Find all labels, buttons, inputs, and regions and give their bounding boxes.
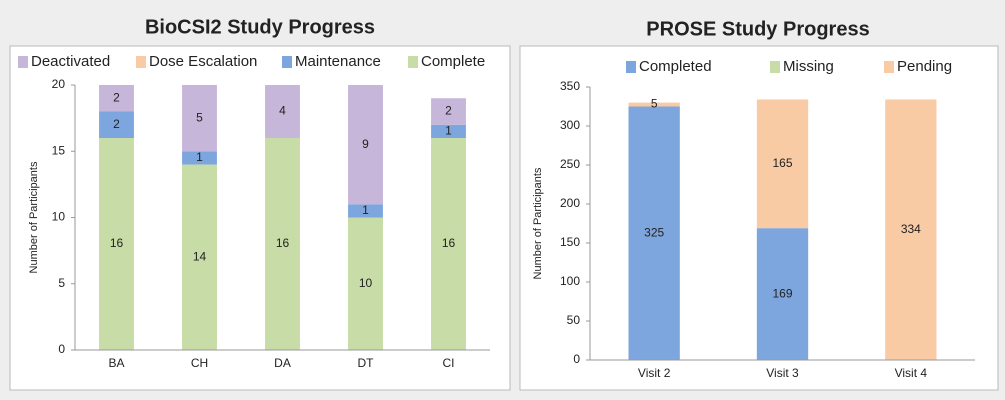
data-label: 169 (772, 286, 792, 300)
data-label: 325 (644, 225, 664, 239)
y-tick-label: 0 (58, 342, 65, 356)
y-tick-label: 300 (560, 118, 580, 132)
data-label: 1 (362, 203, 369, 217)
data-label: 5 (196, 110, 203, 124)
y-axis-label: Number of Participants (28, 161, 40, 273)
bar-segment (348, 204, 383, 218)
legend-label: Completed (639, 58, 712, 75)
chart-title: BioCSI2 Study Progress (145, 16, 375, 38)
data-label: 2 (113, 90, 120, 104)
x-tick-label: CI (443, 356, 455, 370)
bar-segment (99, 85, 134, 112)
bar-segment (182, 85, 217, 152)
y-tick-label: 200 (560, 196, 580, 210)
y-axis-label: Number of Participants (532, 167, 544, 279)
y-tick-label: 100 (560, 274, 580, 288)
bar-segment (182, 164, 217, 350)
bar-segment (348, 217, 383, 350)
bar-segment (431, 138, 466, 350)
legend-label: Missing (783, 58, 834, 75)
data-label: 9 (362, 137, 369, 151)
y-tick-label: 20 (52, 77, 66, 91)
data-label: 16 (110, 236, 124, 250)
bar-segment (628, 106, 680, 360)
bar-segment (628, 102, 680, 107)
bar-segment (265, 85, 300, 138)
data-label: 5 (651, 97, 658, 111)
x-tick-label: Visit 2 (638, 366, 671, 380)
bar-segment (756, 228, 809, 360)
data-label: 4 (279, 104, 286, 118)
y-tick-label: 150 (560, 235, 580, 249)
bar-segment (99, 138, 134, 350)
bar-segment (756, 99, 809, 229)
y-tick-label: 15 (52, 143, 66, 157)
y-tick-label: 0 (573, 352, 580, 366)
panel (9, 45, 511, 391)
bar-segment (348, 85, 383, 205)
legend-swatch (770, 61, 780, 73)
bar-segment (431, 98, 466, 125)
legend-swatch (626, 61, 636, 73)
data-label: 14 (193, 249, 207, 263)
x-tick-label: DA (274, 356, 291, 370)
data-label: 1 (196, 150, 203, 164)
bar-segment (885, 99, 937, 360)
bar-segment (99, 111, 134, 138)
legend-swatch (18, 56, 28, 68)
bar-segment (265, 138, 300, 350)
y-tick-label: 250 (560, 157, 580, 171)
chart-title: PROSE Study Progress (646, 18, 869, 40)
x-tick-label: CH (191, 356, 208, 370)
legend-swatch (408, 56, 418, 68)
data-label: 165 (772, 156, 792, 170)
legend-label: Complete (421, 53, 485, 70)
x-tick-label: BA (108, 356, 124, 370)
x-tick-label: Visit 4 (895, 366, 928, 380)
data-label: 16 (442, 236, 456, 250)
data-label: 16 (276, 236, 290, 250)
legend-swatch (282, 56, 292, 68)
data-label: 1 (445, 124, 452, 138)
legend-label: Pending (897, 58, 952, 75)
legend-label: Dose Escalation (149, 53, 257, 70)
data-label: 2 (445, 104, 452, 118)
legend-label: Maintenance (295, 53, 381, 70)
y-tick-label: 5 (58, 276, 65, 290)
x-tick-label: Visit 3 (766, 366, 799, 380)
bar-segment (182, 151, 217, 165)
y-tick-label: 350 (560, 79, 580, 93)
y-tick-label: 10 (52, 210, 66, 224)
legend-swatch (884, 61, 894, 73)
data-label: 334 (901, 222, 921, 236)
data-label: 2 (113, 117, 120, 131)
data-label: 10 (359, 276, 373, 290)
y-tick-label: 50 (567, 313, 581, 327)
x-tick-label: DT (358, 356, 375, 370)
legend-swatch (136, 56, 146, 68)
bar-segment (431, 124, 466, 138)
legend-label: Deactivated (31, 53, 110, 70)
